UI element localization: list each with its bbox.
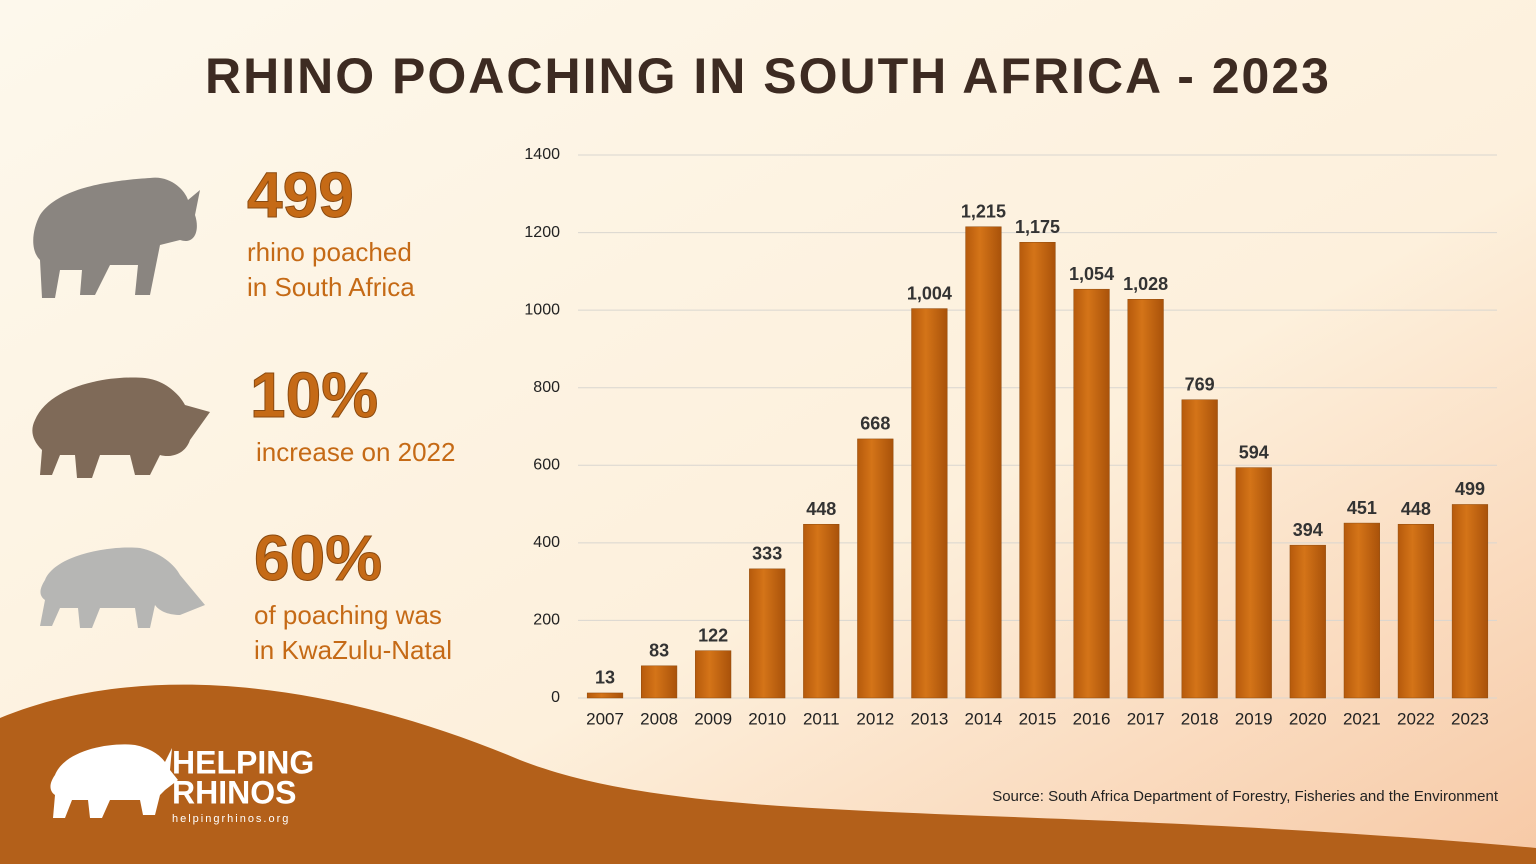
bar [695,650,732,699]
bar [1073,288,1110,699]
y-tick-label: 400 [533,534,560,551]
bar [857,438,894,699]
title: RHINO POACHING IN SOUTH AFRICA - 2023 [205,48,1331,104]
value-label: 1,054 [1069,264,1114,284]
x-tick-label: 2013 [910,709,948,728]
bar [1127,299,1164,699]
x-tick-label: 2016 [1073,709,1111,728]
stat-text: in South Africa [247,272,415,302]
stat-text: rhino poached [247,237,412,267]
stat-text: in KwaZulu-Natal [254,635,452,665]
x-tick-label: 2012 [856,709,894,728]
bar [640,665,678,699]
source: Source: South Africa Department of Fores… [992,788,1499,805]
value-label: 594 [1239,442,1269,462]
bar [965,226,1002,699]
logo-url: helpingrhinos.org [172,813,290,825]
x-tick-label: 2010 [748,709,786,728]
bar [1019,242,1056,699]
x-tick-label: 2022 [1397,709,1435,728]
value-label: 1,028 [1123,274,1168,294]
x-tick-label: 2008 [640,709,678,728]
x-tick-label: 2021 [1343,709,1381,728]
x-tick-label: 2017 [1127,709,1165,728]
logo-text: RHINOS [172,774,296,810]
value-label: 668 [860,414,890,434]
stat-text: increase on 2022 [256,437,455,467]
logo-text: HELPING [172,744,314,780]
x-tick-label: 2007 [586,709,624,728]
rhino-icon [40,547,205,628]
value-label: 769 [1185,374,1215,394]
y-tick-label: 0 [551,689,560,706]
logo-icon [50,744,178,818]
bar [1397,523,1435,699]
value-label: 499 [1455,479,1485,499]
bar [1181,399,1218,699]
x-tick-label: 2014 [965,709,1003,728]
y-tick-label: 1200 [524,224,560,241]
chart: 0 200 400 600 800 1000 1200 1400 2007 13 2008 83 200… [524,146,1497,728]
x-tick-label: 2015 [1019,709,1057,728]
rhino-icon [32,377,210,478]
value-label: 1,004 [907,283,952,303]
x-tick-label: 2019 [1235,709,1273,728]
wave [0,684,1536,864]
bar [749,568,786,699]
y-tick-label: 1000 [524,301,560,318]
stat-text: of poaching was [254,600,442,630]
x-tick-label: 2009 [694,709,732,728]
stats: 499 rhino poached in South Africa 10% increa… [247,158,456,665]
value-label: 448 [1401,499,1431,519]
bar [1289,544,1326,699]
value-label: 333 [752,544,782,564]
x-tick-label: 2011 [803,709,840,728]
bar [586,692,624,699]
value-label: 1,175 [1015,217,1060,237]
value-label: 83 [649,641,669,661]
stat-figure: 60% [254,522,382,594]
value-label: 122 [698,625,728,645]
value-label: 13 [595,668,615,688]
x-tick-label: 2018 [1181,709,1219,728]
value-label: 448 [806,499,836,519]
y-tick-label: 600 [533,457,560,474]
x-tick-label: 2023 [1451,709,1489,728]
value-label: 394 [1293,520,1323,540]
stat-figure: 10% [250,359,378,431]
y-tick-label: 800 [533,379,560,396]
y-tick-label: 1400 [524,146,560,163]
bar [803,523,840,699]
bar [911,308,948,699]
bar [1343,522,1380,699]
value-label: 451 [1347,498,1377,518]
bar [1235,467,1272,699]
stat-figure: 499 [247,159,354,231]
value-label: 1,215 [961,202,1006,222]
y-tick-label: 200 [533,612,560,629]
x-tick-label: 2020 [1289,709,1327,728]
rhino-icon [33,177,200,298]
bar [1451,504,1489,699]
